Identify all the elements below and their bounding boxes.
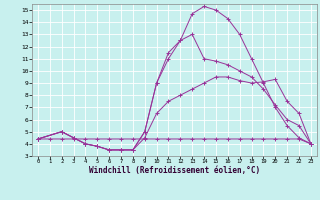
X-axis label: Windchill (Refroidissement éolien,°C): Windchill (Refroidissement éolien,°C) xyxy=(89,166,260,175)
